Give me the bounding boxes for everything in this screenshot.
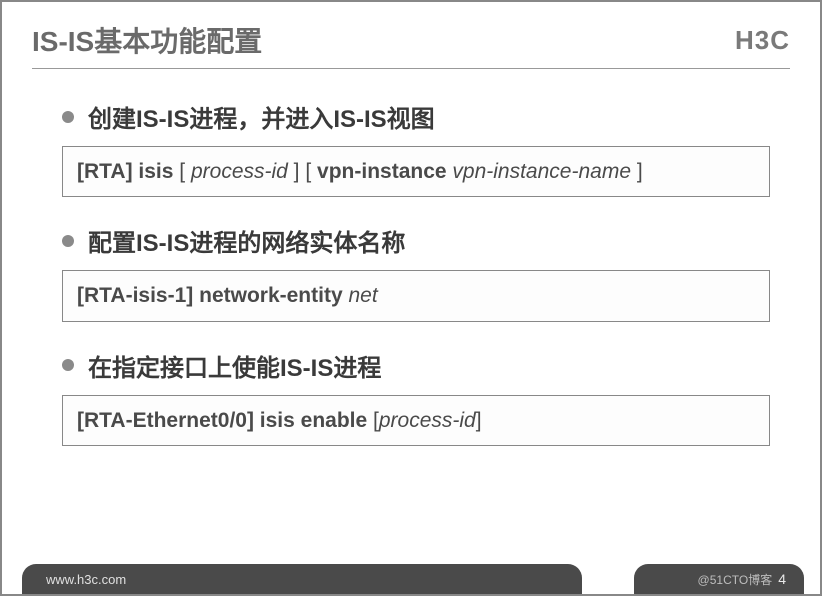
code-seg: [RTA-Ethernet0/0] isis enable [77, 409, 367, 432]
bullet-text: 在指定接口上使能IS-IS进程 [88, 348, 381, 383]
slide-container: IS-IS基本功能配置 H3C 创建IS-IS进程，并进入IS-IS视图 [RT… [2, 2, 820, 594]
bullet-text: 配置IS-IS进程的网络实体名称 [88, 223, 405, 258]
slide-footer: www.h3c.com @51CTO博客 4 [2, 564, 820, 594]
brand-logo: H3C [735, 25, 790, 56]
code-seg: ] [ [288, 160, 317, 183]
slide-title: IS-IS基本功能配置 [32, 20, 262, 60]
bullet-row: 配置IS-IS进程的网络实体名称 [62, 223, 770, 258]
code-seg: ] [631, 160, 643, 183]
slide-header: IS-IS基本功能配置 H3C [32, 20, 790, 69]
bullet-item: 在指定接口上使能IS-IS进程 [RTA-Ethernet0/0] isis e… [62, 348, 770, 446]
bullet-item: 配置IS-IS进程的网络实体名称 [RTA-isis-1] network-en… [62, 223, 770, 321]
footer-watermark: @51CTO博客 [698, 571, 773, 588]
bullet-row: 在指定接口上使能IS-IS进程 [62, 348, 770, 383]
code-seg: [RTA] isis [77, 160, 173, 183]
code-seg: vpn-instance [317, 160, 447, 183]
code-seg: vpn-instance-name [452, 160, 631, 183]
code-seg: [ [367, 409, 379, 432]
bullet-item: 创建IS-IS进程，并进入IS-IS视图 [RTA] isis [ proces… [62, 99, 770, 197]
bullet-row: 创建IS-IS进程，并进入IS-IS视图 [62, 99, 770, 134]
code-seg: [ [173, 160, 191, 183]
footer-left-bar: www.h3c.com [22, 564, 582, 594]
bullet-text: 创建IS-IS进程，并进入IS-IS视图 [88, 99, 435, 134]
code-box: [RTA] isis [ process-id ] [ vpn-instance… [62, 146, 770, 197]
bullet-dot-icon [62, 111, 74, 123]
code-seg: [RTA-isis-1] network-entity [77, 284, 343, 307]
code-seg: process-id [379, 409, 476, 432]
code-seg: net [348, 284, 377, 307]
footer-url: www.h3c.com [46, 572, 126, 587]
code-seg: process-id [191, 160, 288, 183]
footer-gap [582, 564, 634, 594]
code-seg: ] [476, 409, 482, 432]
bullet-dot-icon [62, 359, 74, 371]
page-number: 4 [778, 571, 786, 587]
bullet-dot-icon [62, 235, 74, 247]
footer-right-bar: @51CTO博客 4 [634, 564, 804, 594]
code-box: [RTA-isis-1] network-entity net [62, 270, 770, 321]
slide-content: 创建IS-IS进程，并进入IS-IS视图 [RTA] isis [ proces… [32, 69, 790, 446]
code-box: [RTA-Ethernet0/0] isis enable [process-i… [62, 395, 770, 446]
